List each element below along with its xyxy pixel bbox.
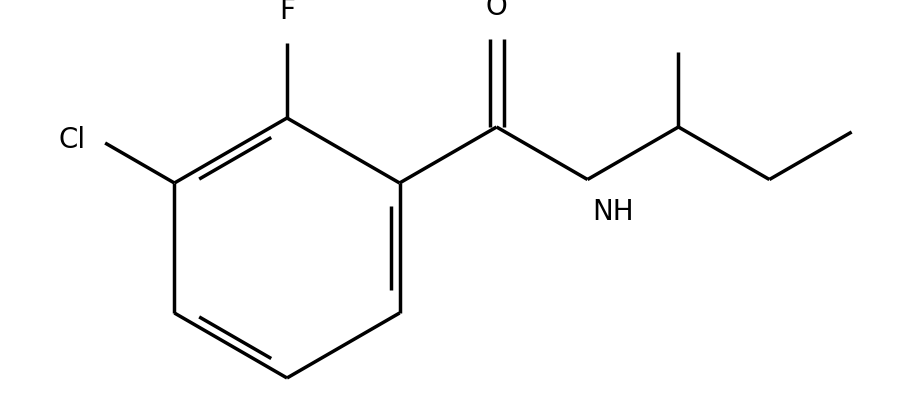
Text: NH: NH: [592, 197, 634, 225]
Text: Cl: Cl: [58, 126, 85, 154]
Text: O: O: [486, 0, 508, 21]
Text: F: F: [279, 0, 295, 25]
